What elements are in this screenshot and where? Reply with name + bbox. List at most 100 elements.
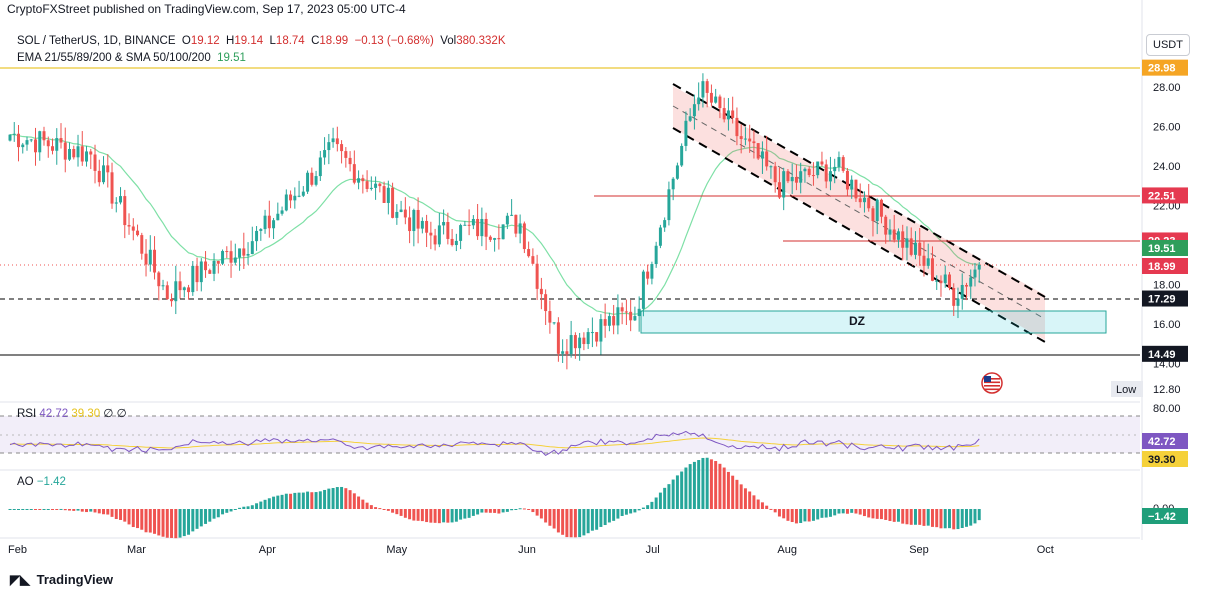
candle-body (233, 257, 237, 263)
tradingview-footer[interactable]: ◤◣ TradingView (10, 572, 113, 588)
ao-bar (229, 509, 233, 512)
ao-bar (773, 509, 777, 513)
ao-bar (913, 509, 917, 525)
candle-body (369, 187, 373, 189)
ao-bar (884, 509, 888, 520)
candle-body (403, 209, 407, 218)
ao-bar (463, 509, 467, 519)
candle-body (459, 225, 463, 241)
low-value: 18.74 (275, 35, 305, 47)
candle-body (688, 116, 692, 121)
ao-bar (327, 488, 331, 509)
time-tick-label: Sep (909, 544, 929, 556)
ao-bar (667, 484, 671, 509)
channel-mid-line (672, 105, 1046, 320)
candle-body (327, 142, 331, 151)
candle-body (582, 337, 586, 345)
ao-bar (748, 491, 752, 509)
ao-bar (12, 509, 16, 510)
ao-bar (833, 509, 837, 516)
candle-body (357, 178, 361, 183)
candle-body (858, 198, 862, 203)
symbol-name[interactable]: SOL / TetherUS, 1D, BINANCE (17, 35, 176, 47)
ao-bar (157, 509, 161, 536)
rsi-value: 42.72 (39, 408, 69, 420)
ao-bar (731, 475, 735, 509)
ao-bar (250, 505, 254, 509)
ao-bar (140, 509, 144, 530)
candle-body (293, 195, 297, 201)
candle-body (114, 202, 118, 204)
price-label-14-49: 14.49 (1148, 349, 1176, 361)
candle-body (718, 96, 722, 109)
candle-body (225, 251, 229, 253)
rsi-name[interactable]: RSI (17, 408, 37, 420)
candle-body (476, 218, 480, 237)
ao-bar (675, 475, 679, 509)
candle-body (569, 335, 573, 355)
ao-bar (119, 509, 123, 520)
candle-body (595, 332, 599, 342)
candle-body (726, 110, 730, 120)
ao-bar (688, 464, 692, 509)
ao-bar (799, 509, 803, 523)
candle-body (901, 231, 905, 248)
candle-body (416, 209, 420, 229)
price-labels: 28.9822.5120.2319.5118.9917.2914.49Low12… (1111, 59, 1188, 524)
currency-button[interactable]: USDT (1146, 34, 1190, 56)
candle-body (913, 242, 917, 255)
candle-body (123, 196, 127, 226)
tradingview-logo-icon: ◤◣ (10, 572, 30, 587)
low-label: Low (1116, 384, 1136, 396)
candle-body (480, 218, 484, 237)
candle-body (51, 146, 54, 151)
ao-bar (216, 509, 220, 518)
ao-bar (357, 496, 361, 509)
candle-body (769, 166, 773, 168)
indicator-legend: EMA 21/55/89/200 & SMA 50/100/200 19.51 (17, 52, 246, 64)
open-label: O (181, 35, 191, 47)
rsi-legend: RSI 42.72 39.30 ∅ ∅ (17, 406, 127, 420)
candle-body (250, 241, 254, 255)
ao-bar (952, 509, 956, 530)
ao-bar (650, 501, 654, 509)
candle-body (378, 183, 382, 187)
ema-label[interactable]: EMA 21/55/89/200 & SMA 50/100/200 (17, 52, 211, 64)
candle-body (157, 272, 161, 287)
candle-body (106, 165, 110, 173)
close-value: 18.99 (319, 35, 349, 47)
ao-bar (756, 499, 760, 509)
ao-bar (165, 509, 169, 538)
price-label-28-98: 28.98 (1148, 63, 1176, 75)
ao-bar (582, 509, 586, 536)
ao-bar (629, 509, 633, 514)
ao-bar (182, 509, 186, 537)
candle-body (527, 249, 531, 257)
candle-body (522, 223, 526, 250)
candle-body (875, 199, 879, 222)
candle-body (412, 209, 416, 232)
ao-bar (544, 509, 548, 523)
ao-bar (977, 509, 981, 521)
rsi-value-label-bg (1142, 433, 1188, 449)
candle-body (153, 249, 157, 273)
ao-bar (68, 509, 72, 511)
ao-bar (221, 509, 225, 515)
candlestick-series (8, 73, 981, 370)
candle-body (318, 157, 322, 177)
close-label: C (311, 35, 320, 47)
ao-bar (935, 509, 939, 528)
candle-body (140, 235, 144, 254)
candle-body (629, 311, 633, 321)
price-tick-label: 26.00 (1153, 122, 1181, 134)
ao-bar (63, 509, 67, 511)
candle-body (935, 280, 939, 282)
ao-name[interactable]: AO (17, 476, 34, 488)
rsi-value-label: 42.72 (1148, 436, 1176, 448)
ao-bar (93, 509, 97, 513)
candle-body (297, 195, 301, 197)
price-tick-label: 22.00 (1153, 201, 1181, 213)
candle-body (552, 322, 556, 324)
ao-bar (960, 509, 964, 529)
